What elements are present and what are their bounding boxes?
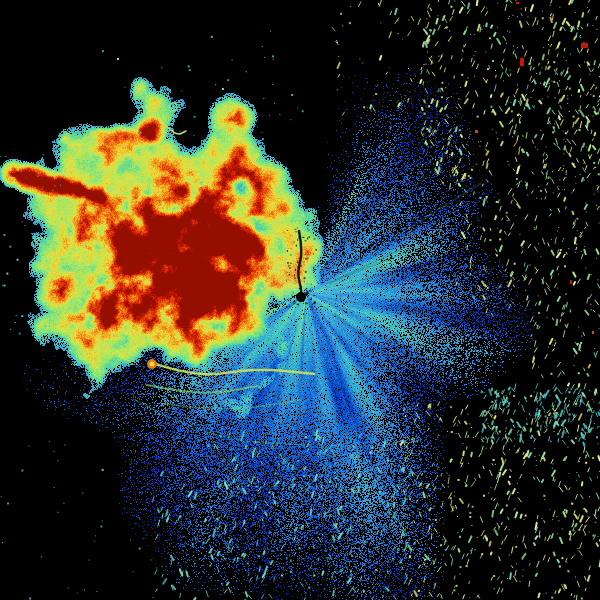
false-color-image <box>0 0 600 600</box>
image-canvas <box>0 0 600 600</box>
